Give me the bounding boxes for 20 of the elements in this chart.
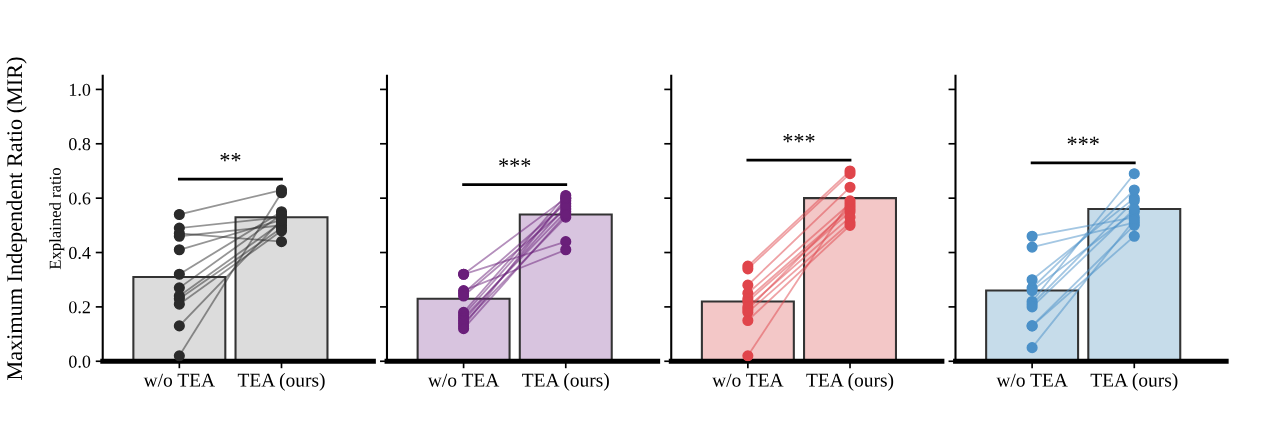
x-tick-label: w/o TEA [712, 373, 784, 387]
x-tick-label: w/o TEA [143, 373, 215, 387]
y-tick-label: 0.0 [69, 355, 91, 368]
y-tick-label: 1.0 [69, 83, 91, 96]
annotation: *** [1067, 136, 1099, 145]
x-tick-label: w/o TEA [996, 373, 1068, 387]
y-tick-label: 0.2 [69, 301, 90, 314]
y-tick-label: 0.6 [69, 192, 91, 205]
x-tick-label: TEA (ours) [1090, 373, 1178, 391]
x-tick-label: w/o TEA [427, 373, 500, 387]
x-tick-label: TEA (ours) [806, 373, 894, 391]
annotation: ** [220, 153, 241, 162]
y-tick-label: 0.4 [69, 246, 91, 260]
x-tick-label: TEA (ours) [522, 373, 609, 391]
x-tick-label: TEA (ours) [237, 373, 325, 391]
y-tick-label: 0.8 [69, 138, 91, 151]
annotation: *** [499, 158, 531, 167]
annotation: *** [783, 134, 815, 143]
text: Explained ratio [49, 168, 65, 270]
y-axis-title: Maximum Independent Ratio (MIR) [6, 57, 27, 380]
